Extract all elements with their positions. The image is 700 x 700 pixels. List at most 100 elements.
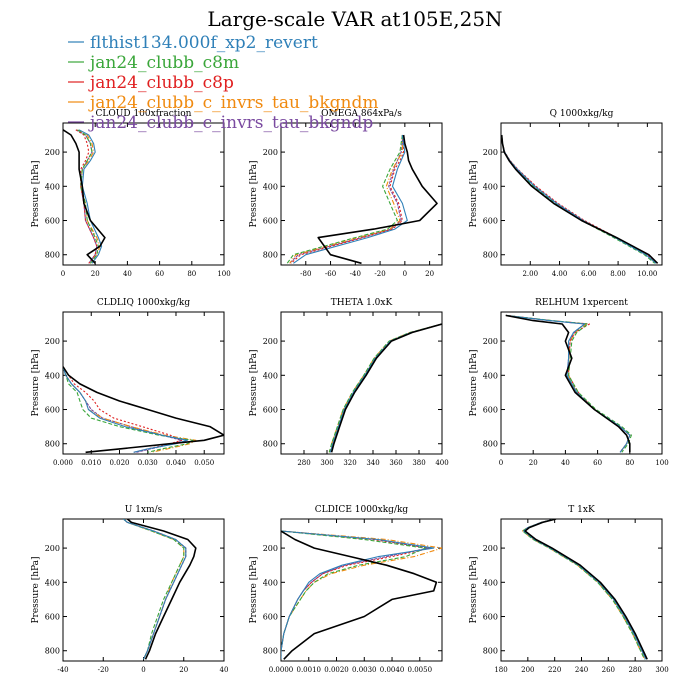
panel-4: CLDLIQ 1000xkg/kg Pressure [hPa] 200 400 600… — [31, 298, 225, 467]
y-tick-label: 400 — [483, 578, 498, 587]
y-tick-label: 800 — [45, 251, 60, 260]
x-tick-label: 200 — [521, 666, 534, 674]
y-tick-label: 600 — [263, 613, 278, 622]
x-tick-label: 0.0040 — [380, 666, 405, 674]
series-line-2 — [286, 134, 403, 264]
legend: flthist134.000f_xp2_revertjan24_clubb_c8… — [68, 33, 378, 133]
series-line-5 — [289, 135, 403, 264]
x-tick-label: -40 — [350, 270, 361, 278]
x-tick-label: 180 — [494, 666, 507, 674]
panel-title: U 1xm/s — [125, 505, 163, 515]
series-line-control — [63, 366, 224, 454]
series-line-1 — [281, 530, 435, 660]
legend-label: jan24_clubb_c_invrs_tau_bkgndm — [88, 93, 378, 113]
series-line-1 — [505, 314, 631, 453]
series-line-5 — [501, 134, 658, 264]
y-tick-label: 800 — [45, 440, 60, 449]
x-tick-label: 80 — [625, 459, 634, 467]
y-tick-label: 800 — [45, 647, 60, 656]
y-tick-label: 200 — [45, 148, 60, 157]
x-tick-label: 2.00 — [522, 270, 538, 278]
x-tick-label: 0.000 — [53, 459, 73, 467]
x-tick-label: 0.0000 — [269, 666, 294, 674]
x-tick-label: 0.040 — [166, 459, 186, 467]
series-line-4 — [521, 519, 646, 660]
series-group — [281, 530, 442, 660]
panel-title: OMEGA 864xPa/s — [321, 109, 402, 119]
x-tick-label: 6.00 — [581, 270, 597, 278]
series-group — [501, 134, 659, 264]
x-tick-label: 0 — [141, 666, 145, 674]
panel-title: CLDLIQ 1000xkg/kg — [97, 298, 191, 308]
y-axis-label: Pressure [hPa] — [469, 556, 479, 623]
y-tick-label: 200 — [483, 148, 498, 157]
series-line-control — [317, 134, 438, 265]
x-tick-label: 20 — [179, 666, 188, 674]
x-tick-label: 400 — [435, 459, 448, 467]
y-tick-label: 800 — [263, 647, 278, 656]
panel-frame — [62, 518, 225, 662]
x-tick-label: 60 — [155, 270, 164, 278]
x-tick-label: 40 — [123, 270, 132, 278]
panel-title: RELHUM 1xpercent — [535, 298, 628, 308]
series-line-3 — [281, 530, 432, 660]
x-tick-label: 0.0050 — [408, 666, 433, 674]
x-tick-label: 300 — [655, 666, 668, 674]
panel-title: Q 1000xkg/kg — [550, 109, 614, 119]
y-tick-label: 800 — [483, 647, 498, 656]
series-line-control — [63, 129, 106, 264]
x-tick-label: 100 — [655, 459, 668, 467]
y-tick-label: 200 — [45, 544, 60, 553]
legend-item: flthist134.000f_xp2_revert — [68, 33, 318, 53]
series-line-3 — [329, 323, 442, 453]
x-tick-label: -20 — [98, 666, 109, 674]
y-tick-label: 600 — [483, 613, 498, 622]
series-line-2 — [123, 519, 185, 660]
x-tick-label: 0.0010 — [297, 666, 322, 674]
y-axis-label: Pressure [hPa] — [249, 349, 259, 416]
x-tick-label: 20 — [91, 270, 100, 278]
x-tick-label: 0.020 — [109, 459, 129, 467]
y-tick-label: 200 — [45, 337, 60, 346]
series-line-2 — [328, 323, 442, 453]
series-line-control — [524, 519, 648, 660]
x-tick-label: 40 — [561, 459, 570, 467]
legend-item: jan24_clubb_c_invrs_tau_bkgndm — [68, 93, 378, 113]
series-line-4 — [289, 135, 403, 264]
legend-label: jan24_clubb_c8m — [88, 53, 239, 73]
series-line-control — [505, 314, 631, 453]
y-axis-label: Pressure [hPa] — [31, 556, 41, 623]
panel-title: CLDICE 1000xkg/kg — [315, 505, 409, 515]
y-tick-label: 400 — [483, 371, 498, 380]
series-line-1 — [293, 134, 408, 264]
y-tick-label: 800 — [483, 251, 498, 260]
y-tick-label: 200 — [263, 337, 278, 346]
y-tick-label: 600 — [483, 217, 498, 226]
y-axis-label: Pressure [hPa] — [31, 349, 41, 416]
y-axis-label: Pressure [hPa] — [469, 349, 479, 416]
x-tick-label: -60 — [325, 270, 336, 278]
y-tick-label: 400 — [263, 371, 278, 380]
series-line-2 — [521, 519, 646, 660]
series-line-1 — [123, 519, 187, 660]
panel-title: T 1xK — [568, 505, 595, 515]
series-line-5 — [523, 519, 647, 660]
y-axis-label: Pressure [hPa] — [31, 160, 41, 227]
x-tick-label: 60 — [593, 459, 602, 467]
series-line-2 — [77, 129, 99, 264]
y-tick-label: 600 — [45, 613, 60, 622]
panel-5: THETA 1.0xK Pressure [hPa] 200 400 600 800 280… — [249, 298, 449, 467]
y-axis-label: Pressure [hPa] — [249, 160, 259, 227]
x-tick-label: 0.0020 — [324, 666, 349, 674]
series-group — [123, 519, 197, 660]
x-tick-label: -80 — [300, 270, 311, 278]
x-tick-label: 280 — [297, 459, 310, 467]
y-tick-label: 200 — [483, 544, 498, 553]
panel-frame — [280, 518, 443, 662]
series-line-control — [330, 323, 442, 453]
legend-item: jan24_clubb_c_invrs_tau_bkgndp — [68, 113, 373, 133]
